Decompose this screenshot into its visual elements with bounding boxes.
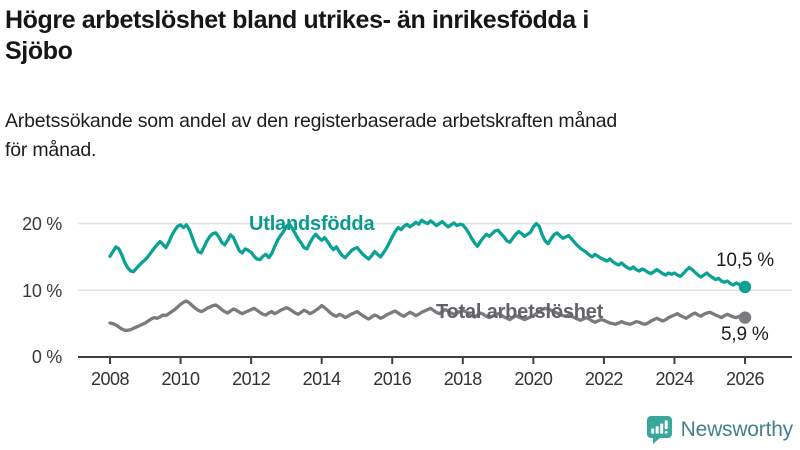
page-subtitle: Arbetssökande som andel av den registerb…: [5, 107, 797, 165]
page-title: Högre arbetslöshet bland utrikes- än inr…: [5, 5, 797, 67]
end-value-label-utlandsfodda: 10,5 %: [716, 250, 774, 271]
series-line-0: [108, 218, 747, 289]
x-tick-label-2020: 2020: [514, 369, 553, 389]
newsworthy-speech-bubble-chart-icon: [646, 416, 672, 444]
page-title-line2: Sjöbo: [5, 37, 73, 65]
y-tick-label-0: 0 %: [31, 347, 62, 367]
x-tick-label-2008: 2008: [90, 369, 130, 389]
x-tick-label-2024: 2024: [655, 369, 694, 389]
series-end-dot-1: [738, 311, 752, 324]
y-tick-label-10: 10 %: [22, 281, 62, 301]
x-axis-labels: 2008 2010 2012 2014 2016 2018 2020 2022 2024 2026: [0, 369, 800, 391]
newsworthy-wordmark: Newsworthy: [680, 417, 794, 441]
y-tick-label-20: 20 %: [22, 214, 62, 234]
x-tick-label-2016: 2016: [373, 369, 412, 389]
x-tick-label-2022: 2022: [584, 369, 624, 389]
series-line-1: [108, 299, 747, 332]
end-value-label-total: 5,9 %: [721, 324, 769, 345]
series-label-total-arbetsloshet: Total arbetslöshet: [436, 301, 604, 323]
newsworthy-logo: Newsworthy: [646, 415, 793, 444]
x-tick-label-2010: 2010: [161, 369, 201, 389]
page-title-line1: Högre arbetslöshet bland utrikes- än inr…: [5, 6, 589, 34]
page-subtitle-line1: Arbetssökande som andel av den registerb…: [5, 110, 618, 132]
x-tick-label-2014: 2014: [302, 369, 342, 389]
series-end-dot-0: [738, 280, 752, 294]
x-tick-label-2026: 2026: [726, 369, 765, 389]
series-label-utlandsfodda: Utlandsfödda: [249, 213, 375, 235]
page-subtitle-line2: för månad.: [5, 139, 97, 161]
x-tick-label-2018: 2018: [443, 369, 483, 389]
x-tick-label-2012: 2012: [232, 369, 271, 389]
